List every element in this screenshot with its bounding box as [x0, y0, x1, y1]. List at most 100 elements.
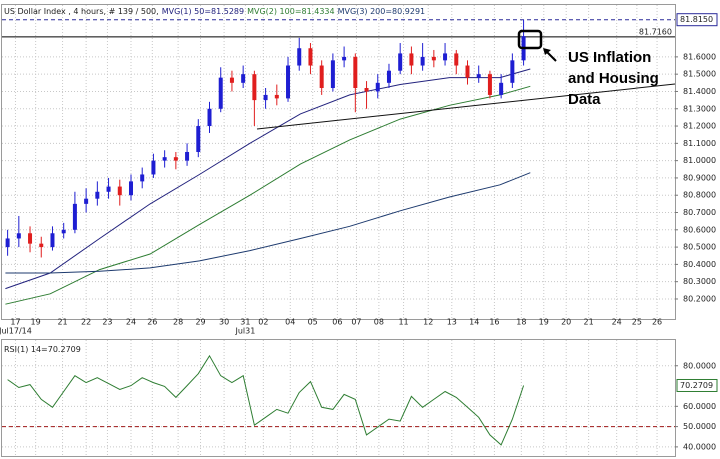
plot-layer: 80.2000 80.3000 80.4000 80.5000 80.6000 80.70…: [0, 5, 718, 455]
title-text: US Dollar Index , 4 hours, # 139 / 500,: [4, 7, 159, 16]
candle-body: [162, 157, 167, 161]
y-tick-label: 80.5000: [683, 243, 716, 252]
highlight-box: [517, 29, 543, 50]
x-tick-label: 05: [308, 318, 318, 327]
x-tick-label: 12: [423, 318, 433, 327]
value-tag-label: 70.2709: [680, 381, 713, 390]
x-tick-label: 07: [351, 318, 361, 327]
candle-body: [353, 56, 358, 89]
x-tick-label: 04: [285, 318, 295, 327]
x-tick-label: 21: [57, 318, 67, 327]
candle-body: [319, 65, 324, 89]
annotation: Data: [568, 91, 601, 108]
candle-body: [207, 108, 212, 127]
y-tick-label: 80.0000: [683, 361, 716, 370]
legend-entry: MVG(3) 200=80.9291: [338, 7, 426, 16]
y-tick-label: 40.0000: [683, 442, 716, 451]
candle-body: [72, 203, 77, 230]
candle-body: [5, 238, 10, 248]
x-tick-label: 02: [258, 318, 268, 327]
candle-body: [454, 53, 459, 66]
x-tick-label: 06: [332, 318, 342, 327]
y-tick-label: 81.2000: [683, 122, 716, 131]
candle-body: [151, 160, 156, 175]
x-tick-label: 24: [126, 318, 136, 327]
candle-body: [431, 56, 436, 61]
x-tick-label: 19: [539, 318, 549, 327]
x-tick-label: 20: [561, 318, 571, 327]
candle-body: [106, 186, 111, 192]
candle-body: [117, 186, 122, 196]
candle-body: [398, 53, 403, 71]
candle-body: [420, 56, 425, 66]
x-tick-label: 26: [652, 318, 662, 327]
moving-average: [5, 85, 531, 305]
legend-entry: MVG(1) 50=81.5289: [162, 7, 244, 16]
rsi-line: [7, 354, 525, 446]
y-tick-label: 81.5000: [683, 70, 716, 79]
x-tick-label: 23: [102, 318, 112, 327]
candle-body: [330, 60, 335, 89]
candle-body: [286, 65, 291, 99]
value-tag: [676, 378, 718, 392]
y-tick-label: 80.8000: [683, 191, 716, 200]
candle-body: [274, 94, 279, 99]
candle-body: [196, 126, 201, 152]
x-tick-label: 11: [398, 318, 408, 327]
x-tick-label: 21: [584, 318, 594, 327]
candle-body: [95, 191, 100, 199]
candle-body: [61, 229, 66, 234]
y-tick-label: 81.3000: [683, 104, 716, 113]
candle-body: [409, 53, 414, 66]
arrow-head: [543, 48, 551, 55]
candle-body: [128, 181, 133, 196]
x-period-label: Jul31: [234, 327, 255, 336]
y-tick-label: 80.3000: [683, 277, 716, 286]
x-tick-label: 13: [447, 318, 457, 327]
moving-average: [5, 68, 531, 290]
candle-body: [465, 65, 470, 78]
legend-entry: MVG(2) 100=81.4334: [247, 7, 335, 16]
y-tick-label: 81.4000: [683, 87, 716, 96]
candle-body: [499, 82, 504, 95]
candle-body: [263, 94, 268, 101]
x-tick-label: 22: [81, 318, 91, 327]
x-tick-label: 26: [147, 318, 157, 327]
candle-body: [364, 88, 369, 92]
value-tag-label: 81.8150: [680, 15, 713, 24]
candle-body: [84, 198, 89, 204]
y-tick-label: 81.0000: [683, 156, 716, 165]
candle-body: [39, 243, 44, 248]
moving-average: [5, 172, 531, 274]
y-tick-label: 81.6000: [683, 52, 716, 61]
panel-title: RSI(1) 14=70.2709: [4, 345, 81, 354]
candle-body: [375, 82, 380, 92]
x-tick-label: 30: [219, 318, 229, 327]
annotation: and Housing: [568, 70, 659, 87]
y-tick-label: 80.2000: [683, 294, 716, 303]
candle-body: [252, 74, 257, 101]
x-tick-label: 08: [374, 318, 384, 327]
x-tick-label: 14: [469, 318, 479, 327]
candle-body: [229, 77, 234, 83]
candle-body: [386, 70, 391, 83]
candle-body: [308, 48, 313, 66]
rsi-panel: [1, 339, 676, 457]
candle-body: [241, 74, 246, 83]
candle-body: [510, 60, 515, 83]
x-tick-label: 17: [10, 318, 20, 327]
candle-body: [487, 74, 492, 95]
x-tick-label: 29: [195, 318, 205, 327]
annotation: US Inflation: [568, 49, 651, 66]
x-tick-label: 31: [240, 318, 250, 327]
reference-label: 81.7160: [639, 27, 672, 36]
title-text: RSI(1) 14=70.2709: [4, 345, 81, 354]
candle-body: [342, 56, 347, 61]
candle-body: [185, 151, 190, 161]
x-tick-label: 16: [489, 318, 499, 327]
candle-body: [443, 53, 448, 61]
x-tick-label: 19: [31, 318, 41, 327]
candle-body: [173, 157, 178, 161]
candle-body: [28, 233, 33, 244]
